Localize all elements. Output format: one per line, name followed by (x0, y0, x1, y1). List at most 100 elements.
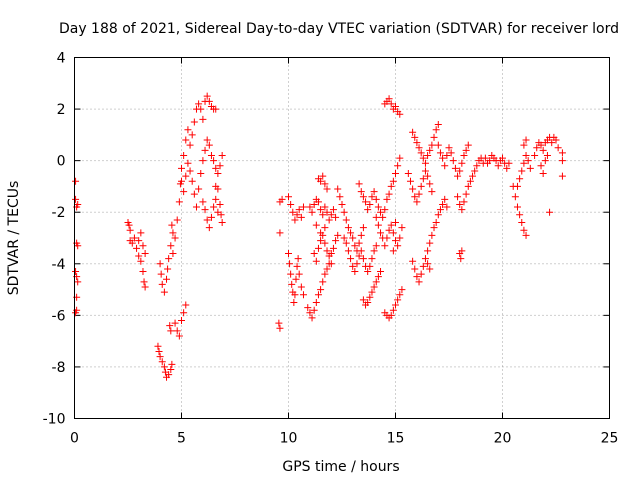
data-point (293, 211, 301, 219)
data-point (417, 149, 425, 157)
data-point (531, 151, 539, 159)
data-point (426, 239, 434, 247)
data-point (383, 234, 391, 242)
data-point (297, 283, 305, 291)
series-t10 (304, 231, 342, 322)
series-t28 (546, 149, 566, 216)
data-point (160, 288, 168, 296)
data-point (347, 255, 355, 263)
x-tick-label: 15 (387, 431, 405, 447)
data-point (205, 224, 213, 232)
data-point (321, 239, 329, 247)
series-t9 (285, 249, 307, 306)
data-point (325, 252, 333, 260)
data-point (203, 92, 211, 100)
data-point (460, 151, 468, 159)
data-point (203, 216, 211, 224)
data-point (462, 146, 470, 154)
data-point (276, 324, 284, 332)
series-t13 (334, 185, 367, 255)
data-point (169, 249, 177, 257)
data-point (548, 139, 556, 147)
series-t24 (454, 154, 487, 263)
data-point (74, 278, 82, 286)
data-point (481, 154, 489, 162)
data-point (434, 121, 442, 129)
data-point (372, 278, 380, 286)
data-point (201, 146, 209, 154)
data-point (182, 301, 190, 309)
data-point (421, 159, 429, 167)
data-point (426, 146, 434, 154)
x-tick-label: 10 (280, 431, 298, 447)
data-point (72, 177, 80, 185)
data-point (167, 327, 175, 335)
data-point (392, 237, 399, 245)
data-point (443, 151, 451, 159)
series-t22 (409, 195, 451, 286)
y-tick-label: 0 (57, 154, 66, 170)
data-point (394, 162, 402, 170)
data-point (329, 244, 337, 252)
data-point (332, 213, 340, 221)
data-point (289, 208, 297, 216)
data-point (439, 154, 447, 162)
data-point (409, 128, 417, 136)
data-point (214, 170, 222, 178)
data-point (426, 265, 434, 273)
y-tick-label: 2 (57, 102, 66, 118)
data-point (396, 154, 404, 162)
data-point (404, 170, 412, 178)
data-point (398, 286, 406, 294)
series-t18 (381, 286, 406, 322)
data-point (323, 265, 331, 273)
data-point (139, 242, 147, 250)
data-point (72, 195, 80, 203)
series-t27 (531, 133, 562, 178)
data-point (516, 175, 524, 183)
data-point (368, 255, 376, 263)
data-point (417, 182, 425, 190)
data-point (396, 291, 404, 299)
data-point (454, 172, 462, 180)
data-point (336, 193, 344, 201)
data-point (165, 371, 173, 379)
data-point (158, 280, 166, 288)
data-point (214, 208, 222, 216)
data-point (428, 141, 436, 149)
data-point (454, 193, 462, 201)
data-point (398, 224, 406, 232)
y-tick-label: -8 (52, 360, 66, 376)
data-point (340, 208, 348, 216)
data-point (199, 157, 207, 165)
data-point (317, 237, 325, 245)
data-point (180, 188, 188, 196)
data-point (456, 167, 464, 175)
data-point (511, 193, 519, 201)
data-point (321, 270, 329, 278)
data-point (558, 172, 566, 180)
data-point (370, 283, 378, 291)
data-point (432, 219, 440, 227)
data-point (389, 229, 397, 237)
data-point (505, 159, 513, 167)
data-point (419, 262, 427, 270)
data-point (167, 242, 175, 250)
data-point (434, 141, 442, 149)
data-point (387, 311, 395, 319)
data-point (312, 221, 320, 229)
data-point (366, 200, 374, 208)
data-point (325, 216, 333, 224)
data-point (372, 213, 380, 221)
data-point (171, 319, 179, 327)
series-t0 (72, 177, 82, 317)
data-point (355, 239, 363, 247)
data-point (128, 239, 136, 247)
data-point (287, 270, 295, 278)
data-point (195, 185, 203, 193)
data-point (216, 162, 224, 170)
data-point (522, 151, 530, 159)
data-point (374, 273, 382, 281)
data-point (428, 188, 436, 196)
